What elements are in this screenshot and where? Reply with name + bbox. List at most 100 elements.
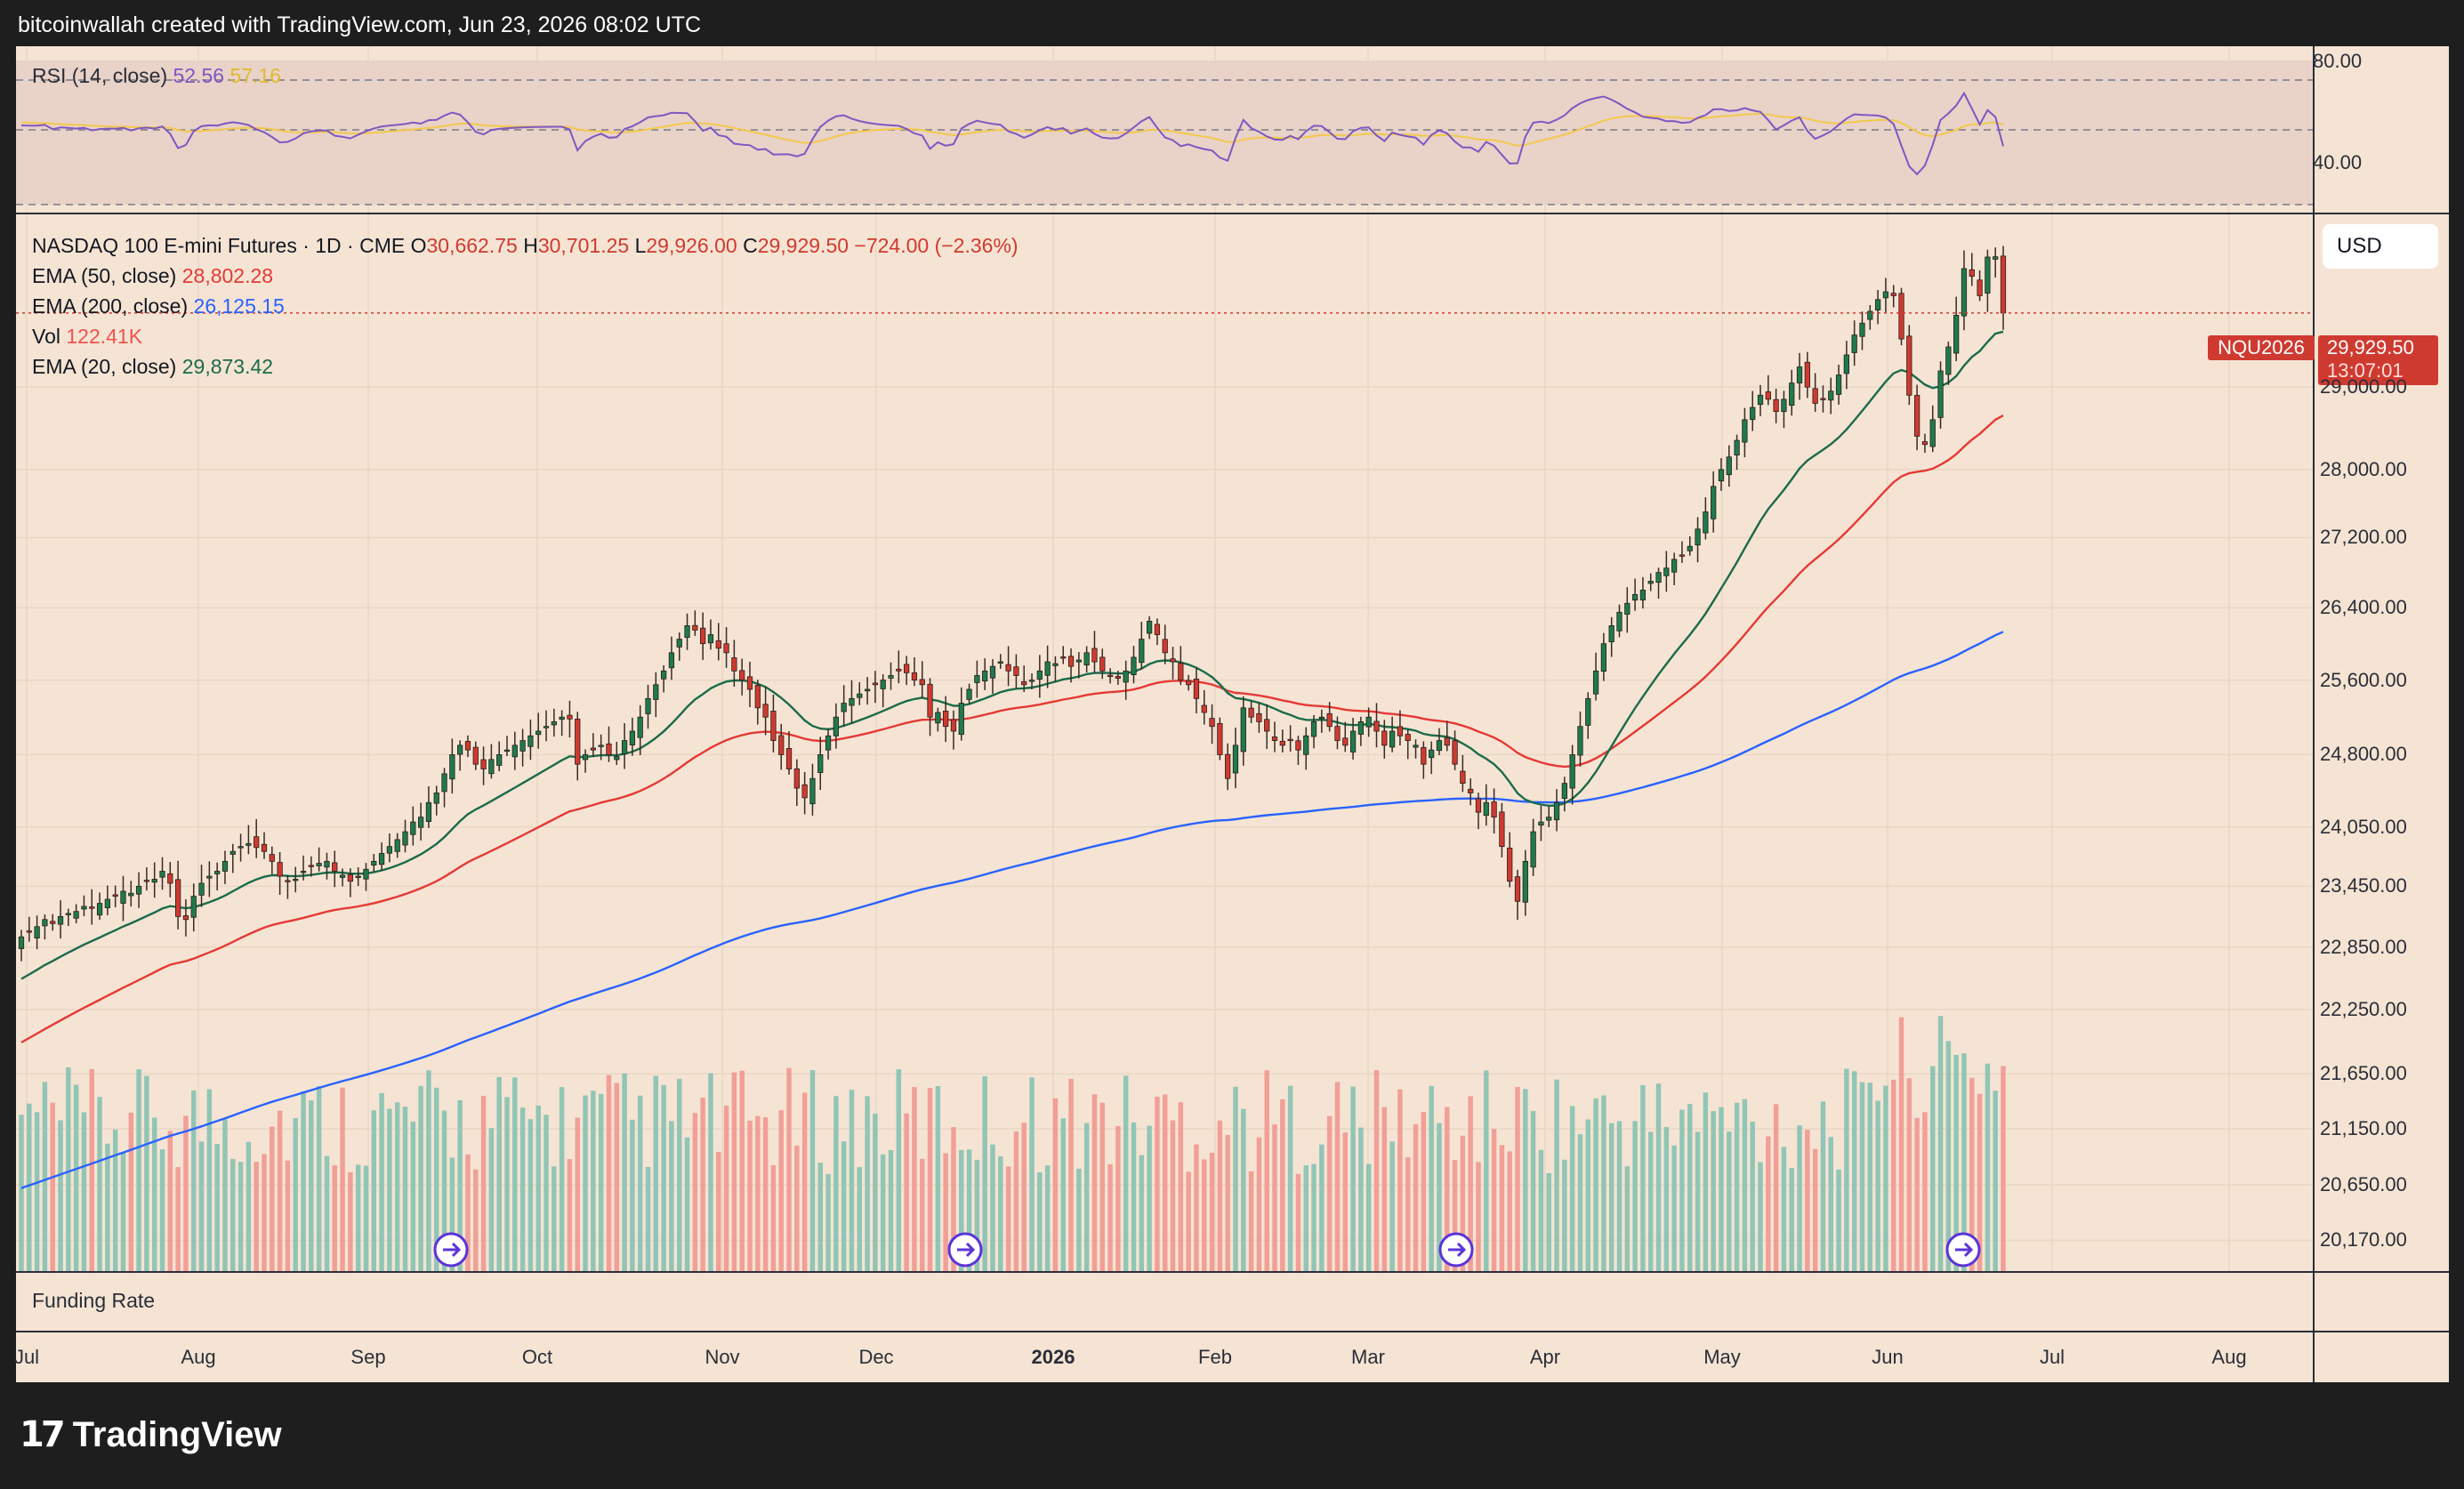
volume-bar bbox=[418, 1085, 423, 1272]
candle-down bbox=[911, 672, 918, 681]
candle-down bbox=[1115, 675, 1122, 679]
candle-up bbox=[238, 846, 244, 849]
volume-bar bbox=[912, 1087, 917, 1272]
candle-up bbox=[1671, 559, 1678, 573]
candle-up bbox=[1600, 643, 1607, 672]
candle-up bbox=[378, 853, 385, 865]
volume-bar bbox=[1350, 1086, 1356, 1272]
candle-down bbox=[567, 714, 573, 720]
volume-bar bbox=[371, 1110, 377, 1272]
price-axis-tick: 27,200.00 bbox=[2320, 526, 2407, 549]
candle-up bbox=[614, 756, 620, 761]
volume-bar bbox=[1319, 1144, 1325, 1272]
candle-up bbox=[559, 716, 565, 720]
ema50-line bbox=[20, 415, 2004, 1044]
candle-up bbox=[621, 740, 628, 754]
volume-bar bbox=[379, 1092, 384, 1272]
volume-bar bbox=[363, 1165, 369, 1272]
symbol-name: NASDAQ 100 E-mini Futures · 1D · CME bbox=[32, 234, 406, 257]
volume-bar bbox=[262, 1154, 267, 1272]
volume-bar bbox=[637, 1095, 643, 1272]
ema20-line bbox=[20, 330, 2004, 980]
candle-up bbox=[1647, 581, 1654, 584]
candle-down bbox=[754, 685, 761, 709]
volume-bar bbox=[1499, 1145, 1505, 1272]
volume-bar bbox=[175, 1167, 181, 1272]
volume-bar bbox=[1311, 1163, 1317, 1272]
candle-up bbox=[684, 625, 690, 639]
candle-down bbox=[308, 865, 314, 867]
candle-up bbox=[1843, 354, 1850, 374]
volume-bar bbox=[1969, 1077, 1975, 1272]
candle-up bbox=[1608, 625, 1614, 643]
candle-up bbox=[1742, 419, 1748, 443]
candle-up bbox=[410, 821, 416, 835]
volume-bar bbox=[1162, 1094, 1168, 1272]
volume-bar bbox=[214, 1144, 220, 1272]
candle-up bbox=[1985, 256, 1991, 294]
price-axis-tick: 22,850.00 bbox=[2320, 935, 2407, 958]
candle-up bbox=[1546, 817, 1552, 821]
ema20-legend: EMA (20, close) 29,873.42 bbox=[32, 355, 273, 379]
candle-up bbox=[402, 831, 408, 846]
volume-bar bbox=[692, 1113, 698, 1272]
currency-button[interactable]: USD bbox=[2323, 224, 2438, 269]
candle-down bbox=[1906, 335, 1912, 396]
volume-bar bbox=[606, 1074, 612, 1272]
candle-down bbox=[1225, 753, 1231, 779]
volume-bar bbox=[833, 1096, 839, 1272]
volume-bar bbox=[1381, 1107, 1388, 1272]
volume-bar bbox=[770, 1164, 777, 1272]
candle-down bbox=[1969, 269, 1975, 278]
volume-bar bbox=[19, 1115, 24, 1272]
candle-up bbox=[503, 749, 511, 753]
volume-bar bbox=[1695, 1131, 1701, 1272]
candle-up bbox=[511, 744, 518, 758]
volume-bar bbox=[1334, 1082, 1341, 1272]
candle-up bbox=[1585, 697, 1591, 726]
time-axis-tick: Sep bbox=[350, 1346, 386, 1368]
volume-bar bbox=[1538, 1149, 1544, 1272]
volume-bar bbox=[1217, 1120, 1223, 1272]
time-axis-tick: Apr bbox=[1529, 1346, 1561, 1368]
candle-down bbox=[700, 627, 706, 645]
candle-down bbox=[1201, 704, 1207, 713]
volume-bar bbox=[1773, 1104, 1779, 1272]
volume-bar bbox=[473, 1169, 479, 1272]
volume-bar bbox=[622, 1073, 627, 1272]
candle-up bbox=[1937, 370, 1944, 418]
candle-down bbox=[1507, 848, 1513, 882]
volume-bar bbox=[1044, 1165, 1051, 1272]
volume-bar bbox=[1295, 1173, 1301, 1272]
candle-up bbox=[1993, 256, 1999, 260]
ohlc-open: 30,662.75 bbox=[426, 234, 518, 257]
volume-bar bbox=[238, 1162, 244, 1272]
candle-down bbox=[1468, 788, 1474, 793]
candle-down bbox=[285, 880, 291, 882]
candle-up bbox=[433, 793, 439, 804]
candle-up bbox=[96, 903, 103, 916]
candle-up bbox=[1413, 744, 1419, 748]
time-axis-tick: Dec bbox=[858, 1346, 894, 1368]
candle-up bbox=[660, 670, 667, 680]
candle-up bbox=[1044, 661, 1051, 676]
volume-bar bbox=[1679, 1109, 1685, 1272]
volume-bar bbox=[1202, 1159, 1207, 1272]
volume-bar bbox=[1805, 1130, 1810, 1272]
volume-bar bbox=[285, 1160, 291, 1272]
volume-bar bbox=[1005, 1166, 1011, 1272]
ohlc-high: 30,701.25 bbox=[537, 234, 630, 257]
time-axis-tick: Jul bbox=[13, 1346, 40, 1368]
ema200-value: 26,125.15 bbox=[193, 294, 285, 318]
candle-up bbox=[159, 871, 165, 878]
volume-bar bbox=[951, 1127, 956, 1272]
rsi-legend: RSI (14, close) 52.56 57.16 bbox=[32, 64, 281, 88]
candle-up bbox=[1624, 602, 1631, 615]
volume-bar bbox=[1099, 1102, 1106, 1272]
ema200-legend: EMA (200, close) 26,125.15 bbox=[32, 294, 285, 318]
price-axis-tick: 21,650.00 bbox=[2320, 1062, 2407, 1085]
ema-lines bbox=[20, 330, 2004, 1189]
ema200-line bbox=[20, 631, 2004, 1189]
rsi-ma-value: 57.16 bbox=[229, 64, 282, 87]
